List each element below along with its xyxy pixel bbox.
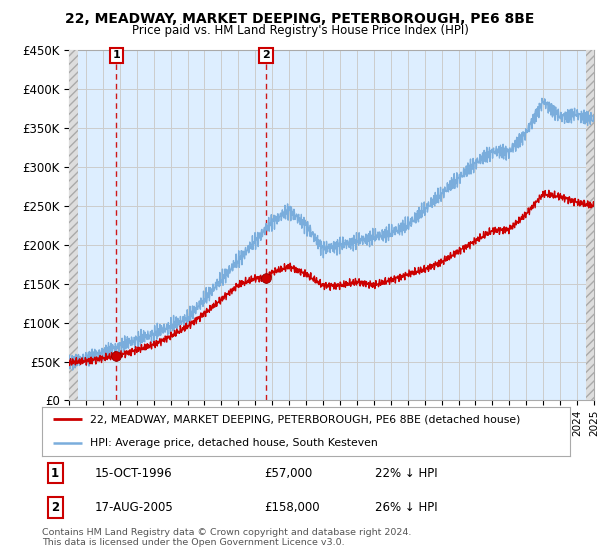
Text: 22, MEADWAY, MARKET DEEPING, PETERBOROUGH, PE6 8BE: 22, MEADWAY, MARKET DEEPING, PETERBOROUG… <box>65 12 535 26</box>
Bar <box>69 50 79 400</box>
Text: 1: 1 <box>112 50 120 60</box>
Text: 15-OCT-1996: 15-OCT-1996 <box>95 467 172 480</box>
Text: Price paid vs. HM Land Registry's House Price Index (HPI): Price paid vs. HM Land Registry's House … <box>131 24 469 37</box>
Text: 22, MEADWAY, MARKET DEEPING, PETERBOROUGH, PE6 8BE (detached house): 22, MEADWAY, MARKET DEEPING, PETERBOROUG… <box>89 414 520 424</box>
Text: HPI: Average price, detached house, South Kesteven: HPI: Average price, detached house, Sout… <box>89 437 377 447</box>
Text: 1: 1 <box>51 467 59 480</box>
Text: 26% ↓ HPI: 26% ↓ HPI <box>374 501 437 514</box>
Text: £158,000: £158,000 <box>264 501 319 514</box>
Text: 2: 2 <box>51 501 59 514</box>
Text: Contains HM Land Registry data © Crown copyright and database right 2024.
This d: Contains HM Land Registry data © Crown c… <box>42 528 412 547</box>
Text: 2: 2 <box>262 50 270 60</box>
Bar <box>586 50 594 400</box>
Text: 17-AUG-2005: 17-AUG-2005 <box>95 501 173 514</box>
Text: 22% ↓ HPI: 22% ↓ HPI <box>374 467 437 480</box>
Text: £57,000: £57,000 <box>264 467 312 480</box>
